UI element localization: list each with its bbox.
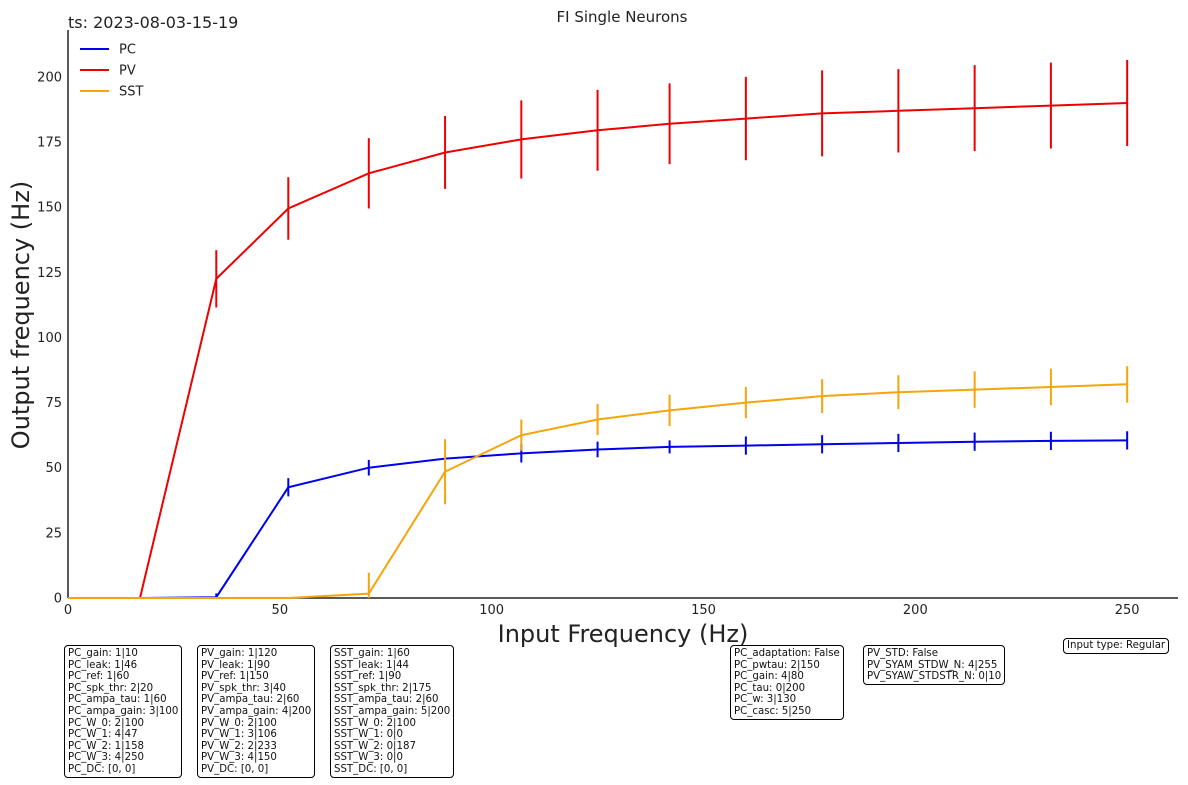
y-tick-label: 75 (45, 396, 62, 411)
param-line: PC_ampa_tau: 1|60 (68, 694, 167, 706)
y-axis-label: Output frequency (Hz) (7, 181, 35, 449)
param-line: PV_DC: [0, 0] (201, 763, 269, 775)
param-line: PV_STD: False (867, 648, 938, 659)
param-line: PV_W_2: 2|233 (201, 740, 277, 752)
x-axis-label: Input Frequency (Hz) (498, 620, 749, 648)
x-tick-label: 200 (903, 603, 928, 618)
param-line: PV_spk_thr: 3|40 (201, 682, 286, 694)
param-line: SST_leak: 1|44 (334, 659, 410, 671)
legend-label-pv: PV (119, 64, 136, 79)
y-tick-label: 25 (45, 526, 62, 541)
param-line: PC_tau: 0|200 (734, 682, 806, 694)
chart-title: FI Single Neurons (557, 8, 688, 26)
param-line: PC_adaptation: False (734, 648, 840, 659)
param-line: PV_leak: 1|90 (201, 659, 270, 671)
param-line: SST_W_0: 2|100 (334, 717, 416, 729)
param-line: Input type: Regular (1067, 640, 1166, 651)
param-line: SST_ref: 1|90 (334, 671, 402, 683)
param-line: PC_gain: 1|10 (68, 648, 138, 659)
param-line: PC_w: 3|130 (734, 694, 797, 706)
param-line: PV_W_0: 2|100 (201, 717, 277, 729)
param-line: PC_casc: 5|250 (734, 705, 812, 717)
param-box-pv: PV_gain: 1|120 PV_leak: 1|90 PV_ref: 1|150… (197, 645, 316, 778)
plot-area (68, 59, 1129, 599)
x-tick-label: 0 (64, 603, 72, 618)
y-tick-label: 200 (37, 70, 62, 85)
param-line: PC_ref: 1|60 (68, 671, 130, 683)
y-tick-label: 175 (37, 136, 62, 151)
y-tick-label: 125 (37, 266, 62, 281)
param-line: PC_W_0: 2|100 (68, 717, 145, 729)
series-line-pv (68, 102, 1128, 599)
param-box-pv-std: PV_STD: False PV_SYAM_STDW_N: 4|255 PV_SYA… (863, 645, 1006, 685)
series-line-pc (68, 439, 1128, 599)
y-tick-label: 150 (37, 201, 62, 216)
param-box-pc: PC_gain: 1|10 PC_leak: 1|46 PC_ref: 1|60 PC… (64, 645, 183, 778)
param-line: PC_spk_thr: 2|20 (68, 682, 154, 694)
param-line: PV_gain: 1|120 (201, 648, 278, 659)
param-line: PV_ampa_tau: 2|60 (201, 694, 300, 706)
param-line: SST_W_2: 0|187 (334, 740, 416, 752)
param-line: SST_ampa_gain: 5|200 (334, 705, 451, 717)
param-box-pc-adaptation: PC_adaptation: False PC_pwtau: 2|150 PC_ga… (730, 645, 844, 720)
param-line: PC_pwtau: 2|150 (734, 659, 820, 671)
param-line: SST_spk_thr: 2|175 (334, 682, 432, 694)
legend-label-sst: SST (119, 85, 144, 100)
x-tick-label: 100 (479, 603, 504, 618)
x-tick-label: 150 (691, 603, 716, 618)
param-line: PV_SYAM_STDW_N: 4|255 (867, 659, 998, 671)
input-type-box: Input type: Regular (1063, 638, 1170, 654)
param-line: SST_W_3: 0|0 (334, 752, 403, 764)
param-line: PV_W_1: 3|106 (201, 729, 277, 741)
param-line: SST_gain: 1|60 (334, 648, 410, 659)
param-line: PV_W_3: 4|150 (201, 752, 277, 764)
param-line: PC_DC: [0, 0] (68, 763, 136, 775)
param-line: PC_W_3: 4|250 (68, 752, 145, 764)
y-tick-label: 100 (37, 331, 62, 346)
param-line: PC_W_2: 1|158 (68, 740, 145, 752)
param-line: PC_gain: 4|80 (734, 671, 804, 683)
legend-label-pc: PC (119, 43, 136, 58)
param-line: PC_leak: 1|46 (68, 659, 138, 671)
y-tick-label: 0 (54, 592, 62, 607)
x-tick-label: 50 (272, 603, 289, 618)
y-tick-label: 50 (45, 461, 62, 476)
param-line: PC_W_1: 4|47 (68, 729, 138, 741)
param-line: PC_ampa_gain: 3|100 (68, 705, 179, 717)
x-tick-label: 250 (1115, 603, 1140, 618)
param-line: SST_W_1: 0|0 (334, 729, 403, 741)
param-line: PV_ampa_gain: 4|200 (201, 705, 312, 717)
axes: 0 50 100 150 200 250 0 25 50 75 100 125 150 175 200 (37, 30, 1178, 618)
timestamp-label: ts: 2023-08-03-15-19 (68, 13, 239, 32)
param-box-sst: SST_gain: 1|60 SST_leak: 1|44 SST_ref: 1|9… (330, 645, 455, 778)
legend: PC PV SST (80, 43, 144, 100)
param-line: PV_SYAW_STDSTR_N: 0|10 (867, 671, 1002, 683)
param-line: SST_ampa_tau: 2|60 (334, 694, 439, 706)
param-line: PV_ref: 1|150 (201, 671, 269, 683)
param-line: SST_DC: [0, 0] (334, 763, 408, 775)
